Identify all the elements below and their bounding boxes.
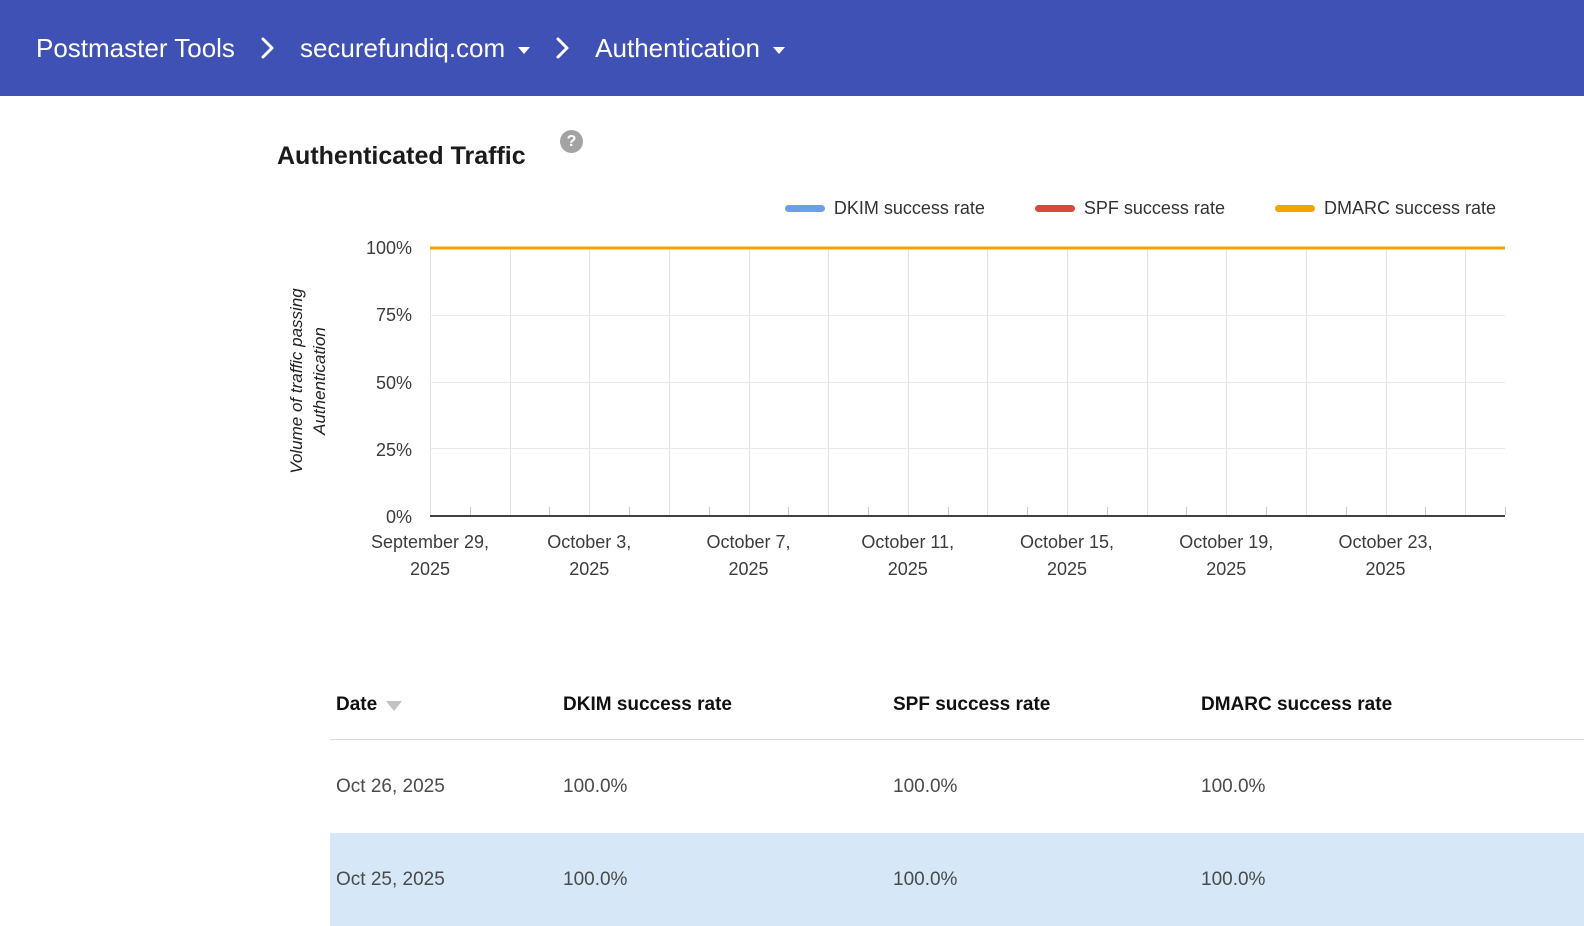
x-axis-minor-tick [1425, 507, 1427, 515]
x-axis-minor-tick [867, 507, 869, 515]
legend-label: DKIM success rate [833, 198, 985, 218]
table-header-row: Date DKIM success rate SPF success rate … [330, 670, 1584, 740]
section-selector[interactable]: Authentication [595, 33, 785, 64]
table-row: Oct 26, 2025 100.0% 100.0% 100.0% [330, 740, 1584, 833]
chart-plot[interactable] [430, 248, 1506, 517]
x-axis-minor-tick [947, 507, 949, 515]
sort-descending-icon [386, 700, 403, 711]
chevron-right-icon [555, 36, 570, 60]
x-tick-label-line1: September 29, [370, 532, 490, 552]
x-tick-label: October 19, 2025 [1140, 529, 1312, 583]
legend-item-dkim: DKIM success rate [784, 198, 985, 219]
table-cell: 100.0% [563, 775, 628, 797]
horizontal-gridline [430, 448, 1505, 450]
x-axis-minor-tick [1186, 507, 1188, 515]
x-tick-label-line2: 2025 [887, 559, 928, 579]
x-tick-label-line2: 2025 [728, 559, 769, 579]
y-axis-title: Volume of traffic passing Authentication [285, 231, 331, 531]
table-cell: 100.0% [563, 868, 628, 890]
x-axis-minor-tick [1345, 507, 1347, 515]
x-tick-label: October 23, 2025 [1300, 529, 1472, 583]
legend-swatch [1034, 205, 1075, 212]
x-axis-minor-tick [1027, 507, 1029, 515]
x-tick-label-line1: October 7, [706, 532, 791, 552]
x-tick-label-line2: 2025 [1206, 559, 1247, 579]
x-tick-label-line1: October 11, [861, 532, 955, 552]
column-header-dmarc: DMARC success rate [1201, 693, 1393, 715]
x-axis-minor-tick [629, 507, 631, 515]
column-header-spf: SPF success rate [893, 693, 1051, 715]
x-tick-label-line2: 2025 [1365, 559, 1406, 579]
table-cell: 100.0% [893, 775, 958, 797]
x-tick-label-line1: October 15, [1020, 532, 1115, 552]
table-cell: 100.0% [1201, 868, 1266, 890]
y-tick-label: 25% [375, 439, 412, 460]
y-tick-label: 100% [365, 238, 412, 258]
y-axis-title-line2: Authentication [310, 327, 329, 435]
app-header: Postmaster Tools securefundiq.com Authen… [0, 0, 1584, 96]
legend-label: SPF success rate [1083, 198, 1225, 218]
help-icon[interactable]: ? [560, 130, 583, 153]
column-header-date-label: Date [336, 693, 378, 715]
legend-item-dmarc: DMARC success rate [1274, 198, 1496, 219]
x-axis-minor-tick [469, 507, 471, 515]
main-content: Authenticated Traffic ? DKIM success rat… [0, 96, 1584, 926]
chevron-right-icon [260, 36, 275, 60]
x-axis-minor-tick [549, 507, 551, 515]
x-tick-label: October 7, 2025 [663, 529, 835, 583]
x-tick-label-line1: October 3, [547, 532, 632, 552]
table-cell: Oct 25, 2025 [336, 868, 445, 890]
x-axis-minor-tick [1505, 507, 1506, 515]
column-header-date[interactable]: Date [336, 694, 563, 716]
authentication-table: Date DKIM success rate SPF success rate … [330, 670, 1584, 926]
caret-down-icon [772, 47, 785, 54]
table-row: Oct 25, 2025 100.0% 100.0% 100.0% [330, 833, 1584, 926]
x-axis-minor-tick [788, 507, 790, 515]
x-tick-label-line2: 2025 [409, 559, 451, 579]
legend-swatch [784, 205, 825, 212]
legend-label: DMARC success rate [1323, 198, 1496, 218]
x-tick-label: October 3, 2025 [503, 529, 675, 583]
y-axis-title-line1: Volume of traffic passing [287, 288, 306, 474]
chart-series-layer [430, 248, 1505, 515]
horizontal-gridline [430, 381, 1505, 383]
x-tick-label-line1: October 19, [1179, 532, 1274, 552]
x-axis-minor-tick [1266, 507, 1268, 515]
y-tick-label: 50% [375, 372, 412, 393]
x-tick-label: September 29, 2025 [344, 529, 516, 583]
app-title-link[interactable]: Postmaster Tools [36, 32, 235, 63]
caret-down-icon [518, 47, 531, 54]
domain-selector[interactable]: securefundiq.com [299, 32, 531, 64]
table-body: Oct 26, 2025 100.0% 100.0% 100.0% Oct 25, 20… [330, 740, 1584, 926]
table-cell: 100.0% [893, 868, 958, 890]
section-selector-label: Authentication [595, 32, 760, 63]
x-tick-label-line1: October 23, [1338, 532, 1433, 552]
column-header-dkim: DKIM success rate [563, 693, 732, 715]
x-tick-label: October 11, 2025 [822, 529, 994, 583]
domain-selector-label: securefundiq.com [299, 32, 506, 63]
table-cell: Oct 26, 2025 [336, 775, 445, 797]
legend-swatch [1274, 205, 1315, 212]
legend-item-spf: SPF success rate [1034, 198, 1225, 219]
page-title: Authenticated Traffic [277, 141, 526, 170]
chart-legend: DKIM success rate SPF success rate DMARC s… [784, 198, 1496, 219]
y-tick-label: 0% [385, 507, 412, 527]
y-tick-label: 75% [375, 305, 412, 326]
x-tick-label-line2: 2025 [1047, 559, 1088, 579]
x-tick-label: October 15, 2025 [981, 529, 1153, 583]
table-cell: 100.0% [1201, 775, 1266, 797]
x-axis-minor-tick [708, 507, 710, 515]
horizontal-gridline [430, 314, 1505, 316]
x-tick-label-line2: 2025 [569, 559, 610, 579]
x-axis-minor-tick [1106, 507, 1108, 515]
